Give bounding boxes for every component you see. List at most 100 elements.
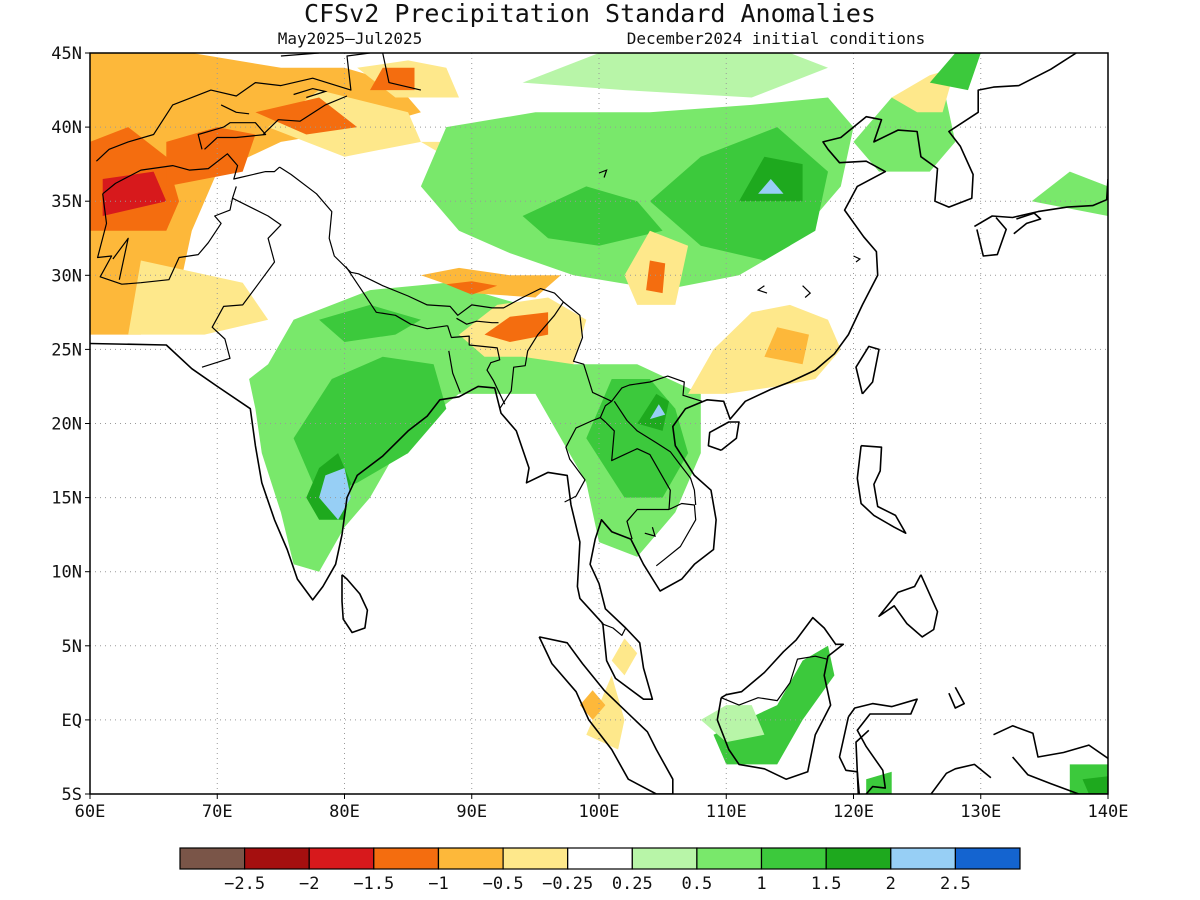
anomaly-region	[128, 260, 269, 335]
lat-tick-label: 45N	[51, 44, 82, 64]
coastline	[878, 574, 939, 638]
legend-swatch	[696, 847, 763, 870]
country-border	[96, 186, 237, 285]
color-legend: −2.5 −2 −1.5 −1 −0.5 −0.25 0.25 0.5 1 1.5 2 2.5	[179, 847, 1021, 894]
anomaly-region	[764, 327, 809, 365]
lake-outline	[802, 285, 812, 298]
coastline	[930, 763, 992, 794]
anomaly-region	[522, 186, 663, 246]
lon-tick-label: 70E	[202, 802, 233, 822]
anomaly-region	[758, 179, 784, 194]
legend-swatch	[308, 847, 375, 870]
coastline	[856, 444, 907, 535]
lake-outline	[264, 53, 266, 54]
anomaly-region	[249, 282, 701, 572]
anomaly-region	[319, 304, 421, 342]
legend-label: 0.5	[682, 874, 713, 894]
lon-tick-label: 60E	[75, 802, 106, 822]
country-border	[345, 266, 448, 330]
lon-tick-label: 120E	[833, 802, 874, 822]
anomaly-region	[166, 127, 256, 187]
anomaly-region	[484, 312, 549, 342]
anomaly-region	[319, 468, 351, 520]
anomaly-region	[446, 281, 498, 295]
country-border	[499, 301, 564, 410]
country-border	[197, 122, 267, 150]
lon-tick-label: 110E	[706, 802, 747, 822]
country-border	[720, 655, 827, 706]
country-border	[601, 623, 627, 637]
legend-swatch	[631, 847, 698, 870]
coastline	[90, 53, 1077, 701]
coastline	[684, 793, 686, 794]
legend-swatch	[373, 847, 439, 870]
lake-outline	[853, 255, 862, 263]
anomaly-region	[649, 404, 666, 420]
coastline	[948, 686, 966, 709]
lat-tick-label: EQ	[62, 711, 82, 731]
country-border	[655, 502, 697, 567]
coastline	[716, 616, 845, 781]
country-border	[220, 104, 250, 115]
coastline	[993, 724, 1108, 760]
coastline	[1011, 756, 1108, 794]
coastline	[1013, 212, 1042, 235]
legend-swatch	[825, 847, 892, 870]
coastline-layer	[90, 53, 1108, 794]
lon-tick-label: 140E	[1088, 802, 1129, 822]
country-border	[447, 325, 506, 405]
legend-label: −1.5	[353, 874, 394, 894]
country-border	[564, 417, 671, 510]
lake-outline	[644, 527, 656, 537]
legend-label: 2	[886, 874, 896, 894]
anomaly-region	[586, 675, 625, 750]
anomaly-region	[739, 156, 803, 202]
lat-tick-label: 5S	[62, 785, 82, 805]
country-border	[95, 53, 371, 162]
anomaly-region	[637, 393, 669, 431]
coastline	[855, 345, 880, 395]
map-subtitle-init: December2024 initial conditions	[627, 29, 926, 48]
legend-swatch	[567, 847, 633, 870]
lat-tick-label: 30N	[51, 266, 82, 286]
anomaly-shading	[90, 53, 1108, 794]
lat-tick-label: 35N	[51, 192, 82, 212]
lat-tick-label: 15N	[51, 489, 82, 509]
lat-tick-label: 5N	[62, 637, 82, 657]
lat-tick-label: 40N	[51, 118, 82, 138]
lon-tick-label: 90E	[456, 802, 487, 822]
coastline	[707, 421, 740, 451]
lake-outline	[293, 87, 328, 99]
anomaly-region	[700, 705, 765, 743]
coastline	[855, 729, 870, 794]
legend-label: 0.25	[612, 874, 653, 894]
anomaly-region	[102, 171, 167, 216]
lon-tick-label: 80E	[329, 802, 360, 822]
legend-swatch	[890, 847, 956, 870]
anomaly-region	[929, 53, 981, 91]
country-border	[626, 508, 669, 540]
country-border	[456, 317, 499, 325]
country-border	[102, 153, 280, 195]
country-border	[599, 400, 613, 418]
lon-tick-label: 100E	[579, 802, 620, 822]
legend-swatch	[244, 847, 310, 870]
anomaly-region	[522, 53, 828, 98]
map-title: CFSv2 Precipitation Standard Anomalies	[304, 0, 876, 28]
lat-tick-label: 10N	[51, 563, 82, 583]
country-border	[262, 95, 348, 135]
coastline	[973, 178, 1108, 228]
legend-label: 2.5	[940, 874, 971, 894]
legend-swatch	[760, 847, 827, 870]
coastline	[976, 216, 1008, 257]
legend-swatch	[502, 847, 569, 870]
anomaly-region	[370, 67, 415, 91]
anomaly-region	[611, 638, 638, 676]
legend-swatch	[179, 847, 246, 870]
coastline	[838, 698, 918, 794]
legend-label: −0.5	[483, 874, 524, 894]
anomaly-region	[1031, 171, 1108, 216]
